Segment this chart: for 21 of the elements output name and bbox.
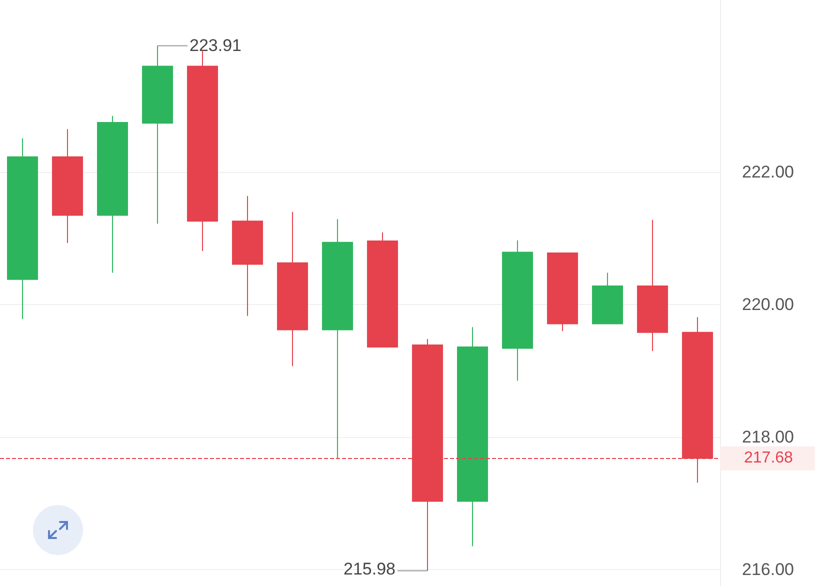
candlestick xyxy=(592,272,623,324)
annotation: 223.91 xyxy=(190,36,242,56)
candlestick xyxy=(322,218,353,459)
y-tick-label: 216.00 xyxy=(742,560,794,579)
candlestick xyxy=(457,326,488,547)
candlestick xyxy=(142,45,173,224)
candlestick xyxy=(232,195,263,316)
candlestick xyxy=(277,211,308,367)
candlestick xyxy=(97,115,128,274)
candlestick xyxy=(52,128,83,244)
y-tick-label: 222.00 xyxy=(742,162,794,182)
candlestick xyxy=(7,138,38,320)
ref-line-label: 217.68 xyxy=(744,450,794,467)
y-tick-label: 220.00 xyxy=(742,295,794,314)
candlestick xyxy=(637,219,668,352)
candlestick xyxy=(547,252,578,332)
candlestick xyxy=(367,232,398,348)
candlestick xyxy=(502,240,533,382)
candlestick xyxy=(187,50,218,252)
y-tick-label: 218.00 xyxy=(742,428,794,447)
annotation: 215.98 xyxy=(344,559,396,578)
